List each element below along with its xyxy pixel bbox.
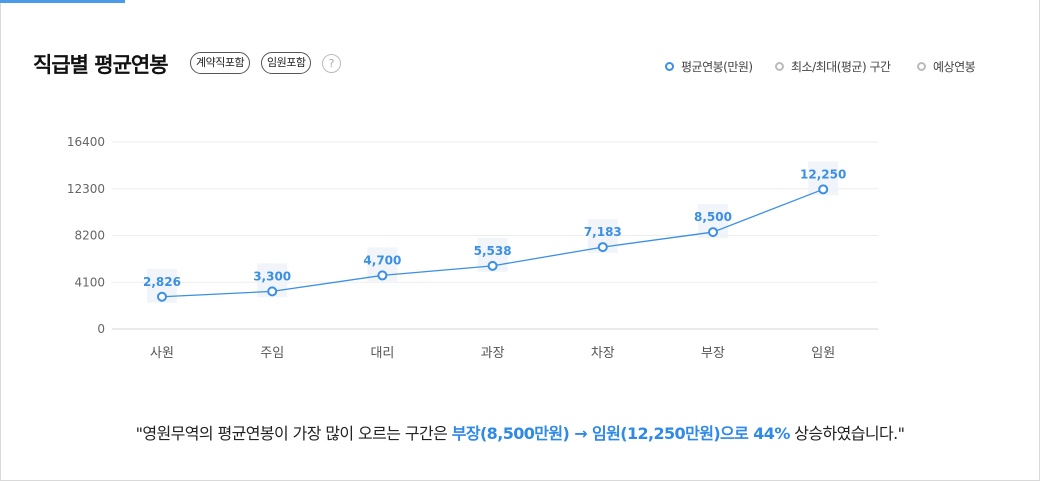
x-tick-label: 사원: [150, 346, 174, 361]
y-tick-label: 16400: [67, 135, 105, 149]
legend-item-average-salary[interactable]: 평균연봉(만원): [665, 58, 753, 75]
data-point: [818, 184, 829, 195]
legend-item-expected-salary[interactable]: 예상연봉: [917, 58, 976, 75]
x-tick-label: 과장: [481, 346, 505, 361]
data-label: 12,250: [800, 167, 846, 181]
tag-executive-included[interactable]: 임원포함: [261, 52, 312, 74]
data-point: [267, 286, 278, 297]
summary-suffix: 상승하였습니다.": [789, 424, 905, 443]
y-tick-label: 12300: [67, 182, 105, 196]
salary-line-chart: 0 4100 8200 12300 16400 사원 주임 대리 과장 차장 부장 임원 2,826 3,…: [67, 135, 878, 361]
x-tick-label: 차장: [591, 346, 615, 361]
data-point: [157, 291, 167, 302]
data-label: 3,300: [253, 269, 291, 283]
summary-prefix: "영원무역의 평균연봉이 가장 많이 오르는 구간은: [135, 424, 452, 443]
data-label: 8,500: [694, 210, 732, 224]
x-tick-label: 대리: [370, 346, 394, 361]
y-tick-label: 8200: [74, 229, 105, 243]
active-tab-indicator: [0, 0, 125, 3]
x-tick-label: 부장: [701, 346, 725, 361]
legend-item-min-max-range[interactable]: 최소/최대(평균) 구간: [775, 58, 891, 75]
y-tick-label: 4100: [74, 275, 105, 289]
data-label: 7,183: [584, 225, 622, 239]
tag-contract-included[interactable]: 계약직포함: [190, 52, 251, 74]
legend-label: 평균연봉(만원): [681, 60, 753, 74]
help-icon[interactable]: ?: [322, 54, 341, 73]
page-title: 직급별 평균연봉: [33, 53, 169, 77]
data-point: [377, 270, 388, 281]
data-label: 5,538: [474, 244, 512, 258]
y-tick-label: 0: [97, 322, 105, 336]
legend-marker-icon: [917, 62, 926, 71]
data-label: 4,700: [363, 253, 401, 267]
legend-label: 예상연봉: [933, 60, 976, 74]
data-label: 2,826: [143, 275, 181, 289]
data-point: [597, 242, 608, 253]
data-point: [487, 260, 498, 271]
x-tick-label: 주임: [260, 346, 284, 361]
summary-highlight: 부장(8,500만원) → 임원(12,250만원)으로 44%: [451, 424, 791, 443]
data-point: [708, 227, 718, 238]
legend-label: 최소/최대(평균) 구간: [791, 60, 891, 74]
x-tick-label: 임원: [811, 346, 835, 361]
legend-marker-icon: [775, 62, 784, 71]
legend-marker-icon: [665, 62, 674, 71]
summary-sentence: "영원무역의 평균연봉이 가장 많이 오르는 구간은 부장(8,500만원) →…: [0, 420, 1040, 444]
